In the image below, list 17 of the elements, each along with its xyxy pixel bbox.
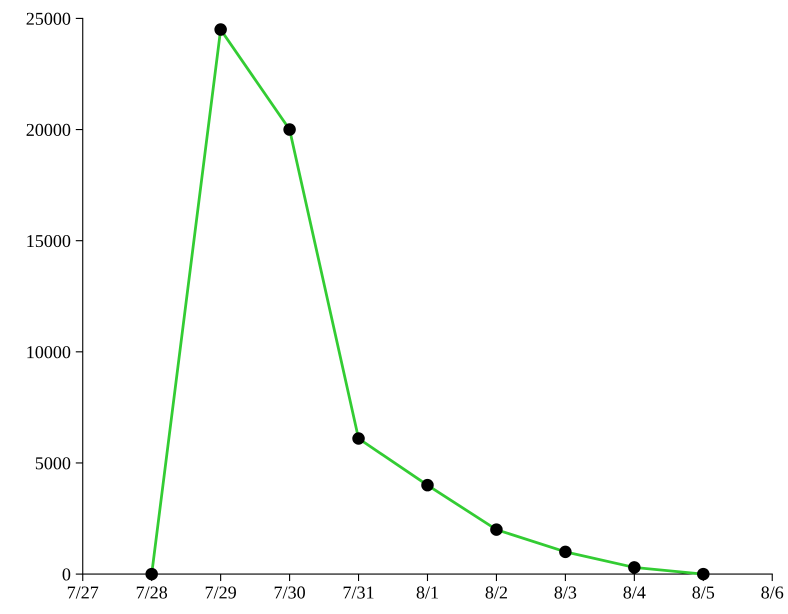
x-tick-label: 7/27 [68, 586, 98, 599]
y-tick-label: 25000 [26, 12, 70, 25]
x-tick-label: 8/1 [416, 586, 438, 599]
x-tick-label: 8/3 [554, 586, 576, 599]
x-tick-label: 7/28 [136, 586, 168, 599]
x-tick-label: 8/4 [623, 586, 646, 599]
x-tick-label: 7/29 [206, 586, 236, 599]
y-tick-label: 0 [62, 568, 70, 581]
y-tick-label: 10000 [27, 346, 70, 358]
x-tick-label: 8/5 [692, 586, 714, 599]
x-tick-label: 7/30 [274, 586, 305, 599]
y-tick-label: 5000 [36, 457, 70, 470]
y-tick-label: 20000 [26, 124, 70, 136]
x-tick-label: 7/31 [344, 586, 374, 599]
x-tick-label: 8/2 [486, 586, 507, 599]
x-tick-label: 8/6 [761, 586, 784, 599]
y-tick-label: 15000 [27, 234, 70, 248]
